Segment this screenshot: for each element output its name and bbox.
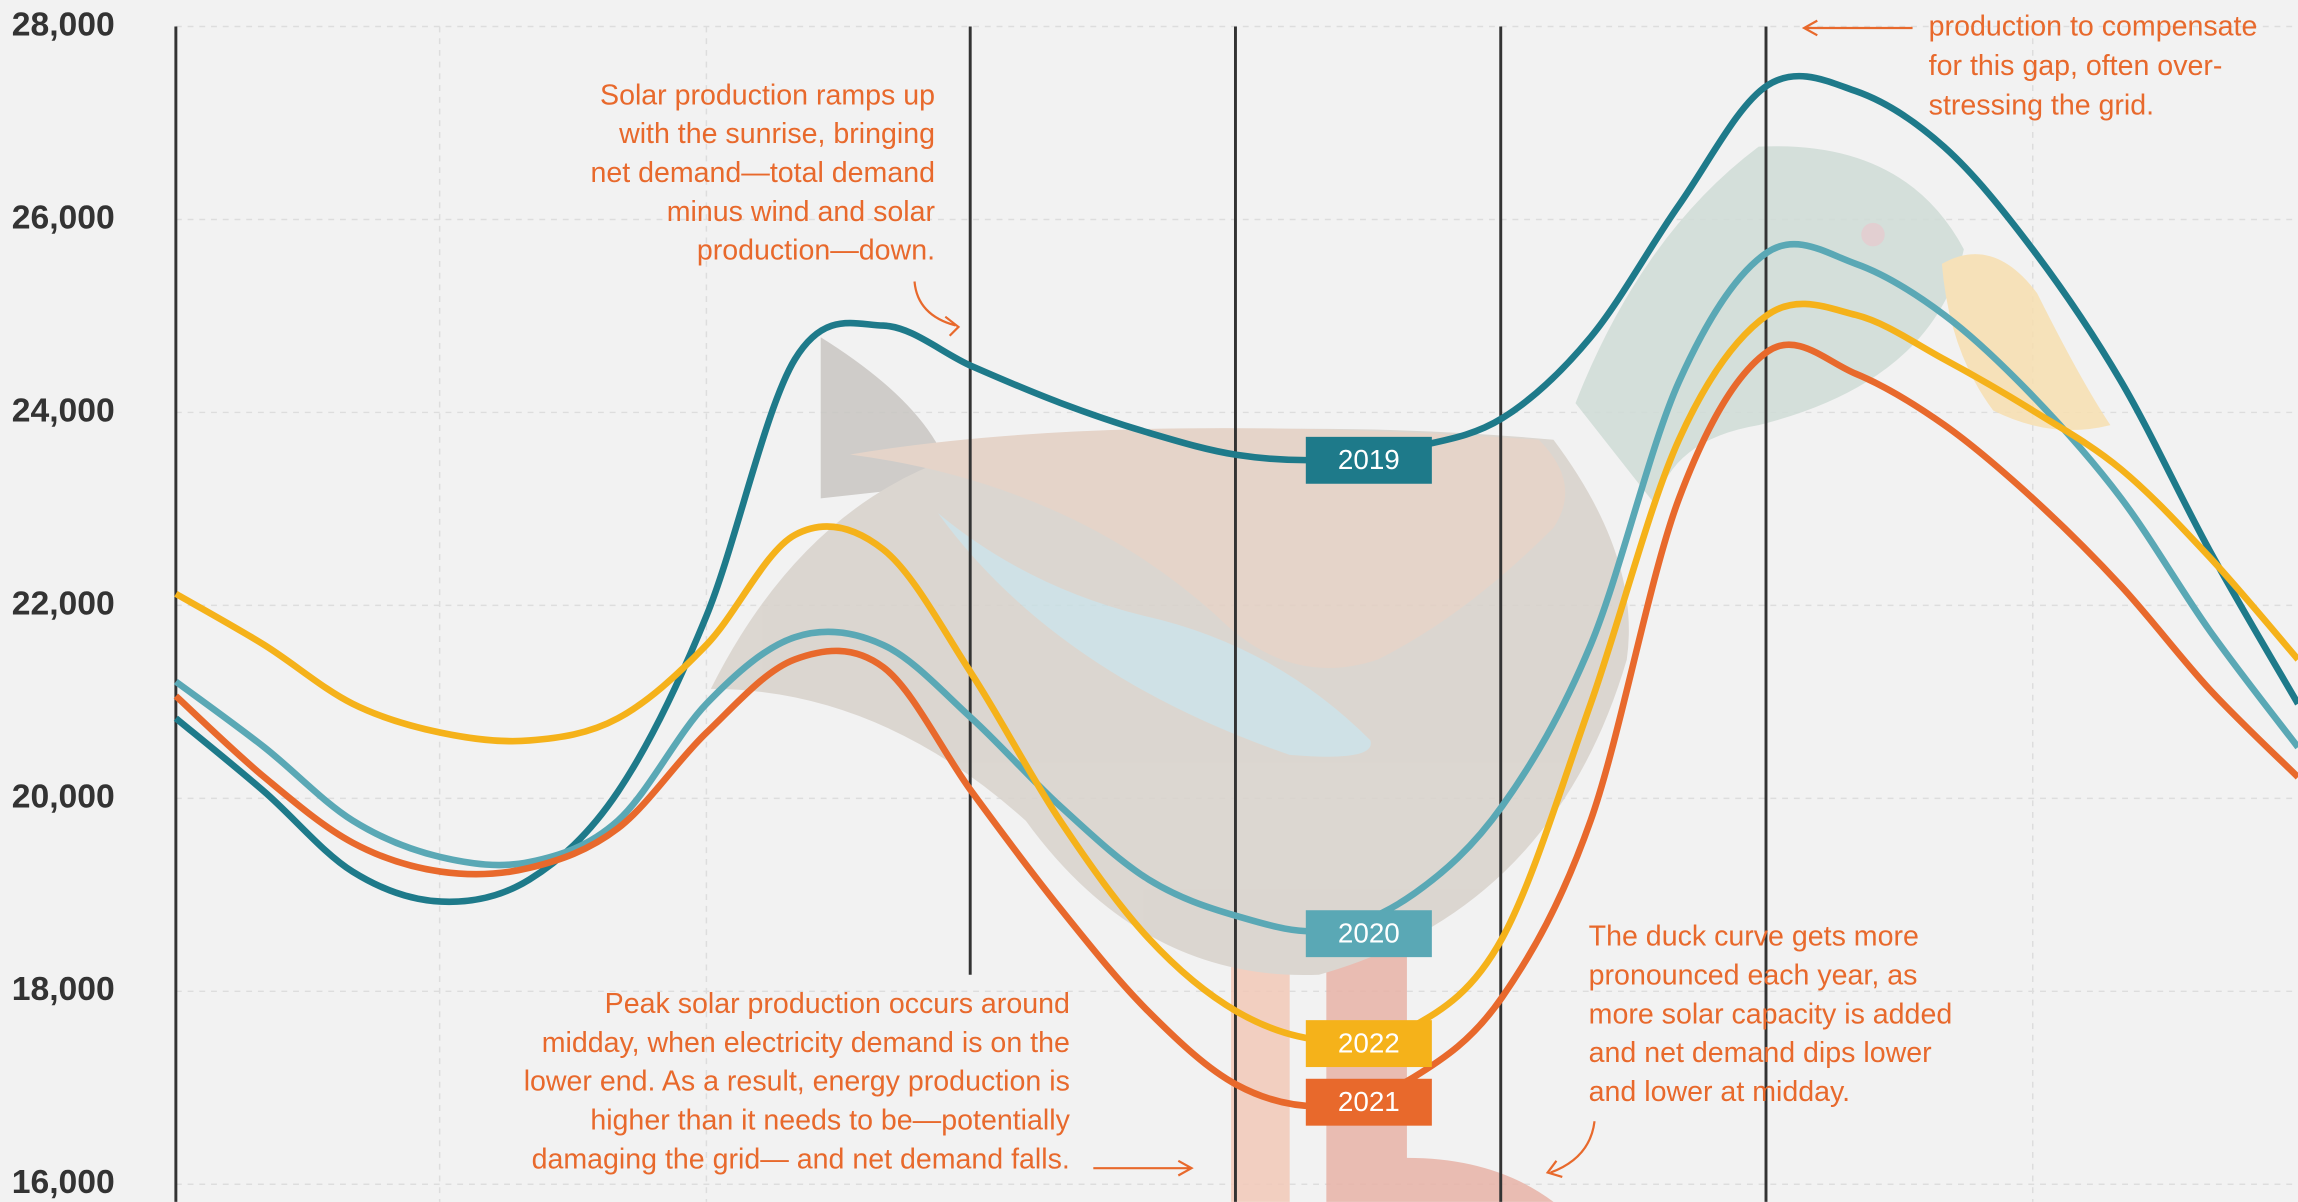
arrows [913,19,1913,1179]
duck-illustration [710,146,2111,1202]
series-label: 2022 [1338,1027,1400,1058]
annotation: production to compensate [1929,11,2258,43]
y-tick-label: 20,000 [12,777,115,815]
series-label: 2020 [1338,918,1400,949]
annotation: higher than it needs to be—potentially [590,1105,1070,1137]
y-tick-label: 16,000 [12,1163,115,1201]
annotation: pronounced each year, as [1589,959,1918,991]
series-line [174,300,2298,1045]
annotation: and lower at midday. [1589,1076,1850,1108]
annotation: stressing the grid. [1929,90,2154,122]
annotation: The duck curve gets more [1589,921,1919,953]
y-tick-label: 28,000 [12,5,115,43]
series-label-box [1305,1078,1432,1126]
duck-back [850,428,1566,668]
y-tick-label: 18,000 [12,970,115,1008]
annotation: for this gap, often over- [1929,50,2223,82]
annotation: production—down. [697,235,935,267]
annotation: damaging the grid— and net demand falls. [532,1143,1070,1175]
annotation: minus wind and solar [667,196,936,228]
annotation: and net demand dips lower [1589,1037,1932,1069]
duck-bill [1941,254,2111,431]
annotation: Solar production ramps up [600,79,935,111]
series-label-box [1305,1020,1432,1068]
arrow [1093,1159,1194,1177]
y-tick-label: 22,000 [12,584,115,622]
annotation: more solar capacity is added [1589,998,1953,1030]
duck-leg [1231,938,1290,1202]
series-line [173,240,2298,935]
annotation: with the sunrise, bringing [618,118,935,150]
annotation: midday, when electricity demand is on th… [542,1027,1070,1059]
series-label-box [1305,436,1432,484]
y-tick-label: 24,000 [12,391,115,429]
duck-wing [937,513,1371,757]
series-label: 2019 [1338,444,1400,475]
arrow [1801,19,1913,37]
time-lines [174,26,1768,1202]
duck-eye [1861,222,1885,247]
y-tick-label: 26,000 [12,198,115,236]
series-label: 2021 [1338,1086,1400,1117]
series-label-box [1305,910,1432,958]
arrow [1545,1121,1596,1179]
duck-leg [1326,938,1554,1202]
arrow [913,281,961,337]
series-line [173,341,2298,1110]
annotation: net demand—total demand [590,157,935,189]
annotation: Peak solar production occurs around [605,988,1070,1020]
annotation: lower end. As a result, energy productio… [524,1066,1070,1098]
